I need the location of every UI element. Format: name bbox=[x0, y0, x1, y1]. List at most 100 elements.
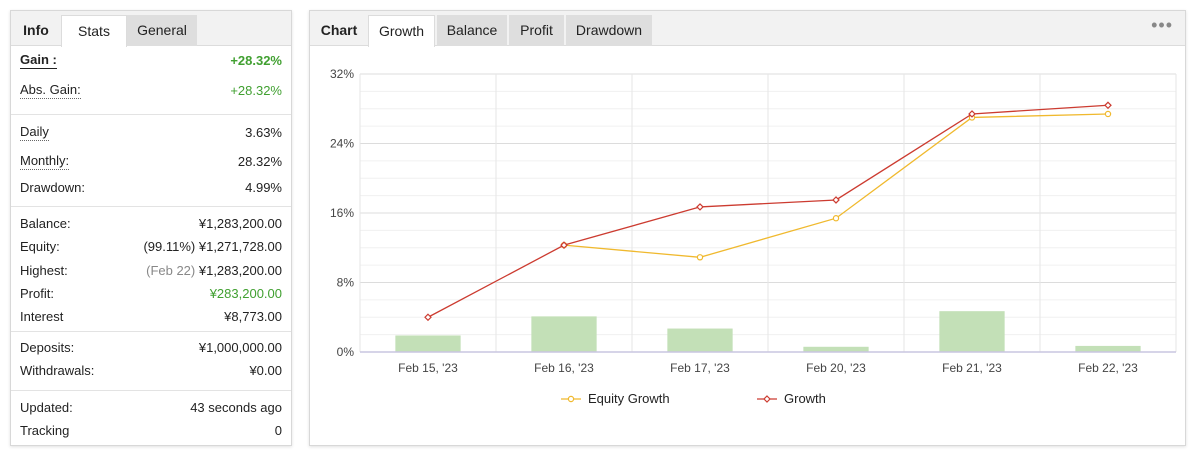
stat-row: Deposits: ¥1,000,000.00 bbox=[20, 338, 282, 358]
tab-stats[interactable]: Stats bbox=[61, 15, 127, 47]
bar bbox=[531, 316, 597, 352]
chart-legend: Equity Growth Growth bbox=[310, 386, 1185, 410]
stat-value: ¥8,773.00 bbox=[224, 309, 282, 324]
x-tick-label: Feb 20, '23 bbox=[806, 361, 866, 375]
point-marker bbox=[560, 241, 568, 249]
tab-growth[interactable]: Growth bbox=[368, 15, 435, 47]
legend-label: Equity Growth bbox=[588, 391, 670, 407]
legend-label: Growth bbox=[784, 391, 826, 407]
stat-value: +28.32% bbox=[230, 53, 282, 68]
more-menu-icon[interactable]: ••• bbox=[1151, 15, 1173, 35]
stat-value-wrap: 4.99% bbox=[245, 178, 282, 198]
stat-value: ¥0.00 bbox=[249, 363, 282, 378]
growth-chart: 0% 8% 16% 24% 32% Feb 15, '23 Feb 16, '23 Feb 1… bbox=[330, 67, 1177, 375]
stat-label: Updated: bbox=[20, 400, 73, 415]
tab-drawdown[interactable]: Drawdown bbox=[566, 15, 652, 46]
stat-value: 43 seconds ago bbox=[190, 400, 282, 415]
point-marker bbox=[696, 254, 704, 261]
stat-row: Drawdown: 4.99% bbox=[20, 178, 282, 198]
stats-tabbar: Info Stats General bbox=[11, 11, 291, 47]
tab-general[interactable]: General bbox=[127, 15, 197, 46]
chart-tabbar: Chart Growth Balance Profit Drawdown ••• bbox=[310, 11, 1185, 47]
stat-value-wrap: ¥1,283,200.00 bbox=[199, 214, 282, 234]
bar bbox=[939, 311, 1005, 352]
point-marker bbox=[1104, 110, 1112, 118]
stat-label: Balance: bbox=[20, 216, 71, 231]
point-marker bbox=[832, 215, 840, 222]
stat-row: Gain : +28.32% bbox=[20, 51, 282, 71]
point-marker bbox=[424, 313, 432, 322]
stat-value-wrap: 3.63% bbox=[245, 123, 282, 143]
stat-label: Drawdown: bbox=[20, 180, 86, 195]
stat-row: Profit: ¥283,200.00 bbox=[20, 284, 282, 304]
point-marker bbox=[832, 196, 840, 204]
stat-value-wrap: ¥1,000,000.00 bbox=[199, 338, 282, 358]
x-tick-label: Feb 22, '23 bbox=[1078, 361, 1138, 375]
stat-row: Monthly: 28.32% bbox=[20, 152, 282, 172]
stat-value: ¥1,283,200.00 bbox=[198, 216, 282, 231]
stat-value-wrap: 43 seconds ago bbox=[190, 398, 282, 418]
stat-value: 4.99% bbox=[245, 180, 282, 195]
series-line bbox=[563, 113, 1109, 258]
stat-label: Gain : bbox=[20, 52, 57, 69]
stat-label: Tracking bbox=[20, 423, 70, 438]
legend-swatch bbox=[757, 394, 777, 403]
y-tick-label: 24% bbox=[330, 137, 354, 151]
x-tick-label: Feb 16, '23 bbox=[534, 361, 594, 375]
stat-value: ¥283,200.00 bbox=[209, 286, 282, 301]
divider bbox=[11, 114, 291, 115]
stat-prefix: (99.11%) bbox=[143, 239, 199, 254]
stat-value-wrap: ¥8,773.00 bbox=[224, 307, 282, 327]
tab-balance[interactable]: Balance bbox=[437, 15, 507, 46]
y-tick-label: 32% bbox=[330, 67, 354, 81]
tab-info[interactable]: Info bbox=[23, 22, 49, 38]
tab-profit[interactable]: Profit bbox=[509, 15, 564, 46]
stat-label: Daily bbox=[20, 124, 49, 141]
y-tick-label: 0% bbox=[337, 345, 355, 359]
x-tick-label: Feb 17, '23 bbox=[670, 361, 730, 375]
stat-row: Updated: 43 seconds ago bbox=[20, 398, 282, 418]
point-marker bbox=[1104, 101, 1112, 110]
divider bbox=[11, 390, 291, 391]
y-tick-label: 16% bbox=[330, 206, 354, 220]
divider bbox=[11, 206, 291, 207]
stat-value: 28.32% bbox=[237, 154, 282, 169]
stat-row: Balance: ¥1,283,200.00 bbox=[20, 214, 282, 234]
y-tick-label: 8% bbox=[337, 276, 355, 290]
stat-label: Interest bbox=[20, 309, 64, 324]
stat-value: 0 bbox=[274, 423, 282, 438]
x-tick-label: Feb 21, '23 bbox=[942, 361, 1002, 375]
stat-value: ¥1,000,000.00 bbox=[198, 340, 282, 355]
bar bbox=[667, 328, 733, 352]
stat-label: Abs. Gain: bbox=[20, 82, 81, 99]
x-tick-label: Feb 15, '23 bbox=[398, 361, 458, 375]
stat-value-wrap: +28.32% bbox=[230, 51, 282, 71]
tab-chart[interactable]: Chart bbox=[320, 22, 358, 38]
stat-value: 3.63% bbox=[245, 125, 282, 140]
stat-row: Daily 3.63% bbox=[20, 123, 282, 143]
stats-list: Gain : +28.32% Abs. Gain: +28.32% Daily 3.63%… bbox=[11, 46, 291, 445]
legend-swatch bbox=[561, 395, 581, 402]
stat-row: Abs. Gain: +28.32% bbox=[20, 81, 282, 101]
stat-value-wrap: ¥283,200.00 bbox=[210, 284, 282, 304]
stat-value: ¥1,271,728.00 bbox=[198, 239, 282, 254]
stat-value: +28.32% bbox=[230, 83, 282, 98]
stat-row: Highest: (Feb 22) ¥1,283,200.00 bbox=[20, 261, 282, 281]
stat-label: Profit: bbox=[20, 286, 54, 301]
stat-value-wrap: (Feb 22) ¥1,283,200.00 bbox=[146, 261, 282, 281]
stat-label: Monthly: bbox=[20, 153, 70, 170]
stat-value-wrap: +28.32% bbox=[230, 81, 282, 101]
divider bbox=[11, 331, 291, 332]
stat-row: Equity: (99.11%) ¥1,271,728.00 bbox=[20, 237, 282, 257]
stat-row: Tracking 0 bbox=[20, 421, 282, 441]
bar bbox=[395, 335, 461, 352]
bar bbox=[1075, 345, 1141, 352]
stats-panel: Info Stats General Gain : +28.32% Abs. Gai… bbox=[10, 10, 292, 446]
series-line bbox=[427, 104, 1109, 318]
stat-row: Withdrawals: ¥0.00 bbox=[20, 361, 282, 381]
point-marker bbox=[696, 203, 704, 211]
stat-label: Equity: bbox=[20, 239, 60, 254]
legend-item[interactable]: Equity Growth bbox=[560, 390, 670, 406]
stat-value: ¥1,283,200.00 bbox=[198, 263, 282, 278]
legend-item[interactable]: Growth bbox=[756, 390, 826, 406]
